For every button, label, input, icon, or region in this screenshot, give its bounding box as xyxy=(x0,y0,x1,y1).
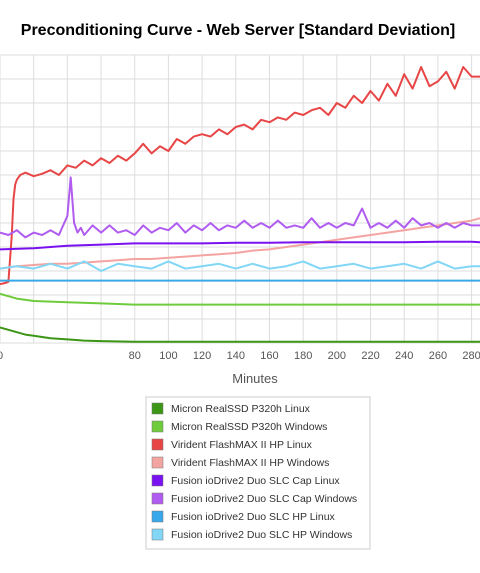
legend: Micron RealSSD P320h Linux Micron RealSSD… xyxy=(145,396,371,550)
x-tick-label: 220 xyxy=(361,350,379,362)
legend-entry: Micron RealSSD P320h Linux xyxy=(171,403,311,415)
legend-swatch xyxy=(151,438,164,451)
series-line-2 xyxy=(0,292,480,306)
series-line-1 xyxy=(0,326,480,343)
legend-entry: Virident FlashMAX II HP Linux xyxy=(171,439,313,451)
series-line-3 xyxy=(0,66,480,286)
x-tick-label: 100 xyxy=(159,350,177,362)
series-line-6 xyxy=(0,176,480,239)
x-tick-label: 180 xyxy=(294,350,312,362)
x-axis-label: Minutes xyxy=(232,371,278,386)
legend-swatch xyxy=(151,474,164,487)
x-tick-label: 160 xyxy=(260,350,278,362)
legend-entry: Virident FlashMAX II HP Windows xyxy=(171,457,329,469)
x-tick-label: 260 xyxy=(429,350,447,362)
legend-box xyxy=(145,396,371,550)
x-tick-label: 0 xyxy=(0,350,3,362)
x-tick-label: 200 xyxy=(328,350,346,362)
series-line-8 xyxy=(0,260,480,272)
x-tick-label: 280 xyxy=(462,350,480,362)
series-layer xyxy=(0,66,480,343)
x-tick-label: 80 xyxy=(129,350,141,362)
x-tick-label: 120 xyxy=(193,350,211,362)
legend-entry: Fusion ioDrive2 Duo SLC Cap Linux xyxy=(171,475,340,487)
x-ticks: 0 80 100 120 140 160 180 200 220 240 260 280 xyxy=(0,350,480,362)
series-line-5 xyxy=(0,240,480,251)
chart-title: Preconditioning Curve - Web Server [Stan… xyxy=(21,22,455,39)
legend-swatch xyxy=(151,510,164,523)
legend-swatch xyxy=(151,402,164,415)
legend-swatch xyxy=(151,492,164,505)
legend-swatch xyxy=(151,528,164,541)
legend-entry: Micron RealSSD P320h Windows xyxy=(171,421,327,433)
grid xyxy=(0,54,480,344)
x-tick-label: 140 xyxy=(227,350,245,362)
legend-entry: Fusion ioDrive2 Duo SLC HP Windows xyxy=(171,529,352,541)
legend-swatch xyxy=(151,456,164,469)
legend-swatch xyxy=(151,420,164,433)
legend-entry: Fusion ioDrive2 Duo SLC HP Linux xyxy=(171,511,336,523)
legend-entry: Fusion ioDrive2 Duo SLC Cap Windows xyxy=(171,493,357,505)
x-tick-label: 240 xyxy=(395,350,413,362)
